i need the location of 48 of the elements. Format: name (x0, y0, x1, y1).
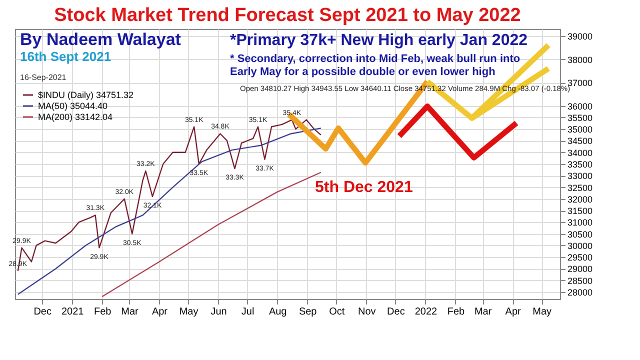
x-tick-label: Nov (358, 306, 376, 318)
chart-title: Stock Market Trend Forecast Sept 2021 to May 2022 (54, 5, 521, 26)
annotation: By Nadeem Walayat (20, 30, 182, 49)
y-tick-label: 34000 (568, 148, 593, 158)
x-tick-label: Aug (268, 306, 287, 318)
x-tick-label: Dec (387, 306, 405, 318)
x-tick-label: Apr (505, 306, 522, 318)
y-tick-label: 35000 (568, 124, 593, 135)
x-tick-label: 2022 (414, 306, 438, 318)
y-tick-label: 30500 (568, 229, 593, 240)
x-tick-label: Mar (474, 306, 492, 318)
x-tick-label: Feb (447, 306, 466, 318)
annotation: 5th Dec 2021 (315, 179, 413, 196)
y-tick-label: 29000 (568, 264, 593, 274)
y-tick-label: 37000 (568, 78, 593, 88)
y-tick-label: 31000 (568, 218, 593, 228)
x-tick-label: Sep (298, 306, 318, 318)
x-tick-label: May (179, 306, 198, 318)
y-tick-label: 29500 (568, 252, 593, 263)
x-tick-label: 2021 (61, 306, 84, 318)
y-tick-label: 30000 (568, 240, 593, 251)
y-tick-label: 39000 (568, 31, 593, 42)
y-tick-label: 35500 (568, 112, 593, 123)
annotation: 16-Sep-2021 (20, 73, 67, 82)
x-tick-label: Dec (34, 306, 52, 318)
annotation: * Secondary, correction into Mid Feb, weak bull run into Early May for a possible double or even lower high (230, 53, 520, 78)
y-tick-label: 36000 (568, 101, 593, 112)
y-tick-label: 33000 (568, 171, 593, 182)
annotation: 16th Sept 2021 (20, 49, 112, 64)
legend-label: MA(200) 33142.04 (38, 112, 113, 122)
y-tick-label: 32000 (568, 194, 593, 204)
x-tick-label: Apr (152, 306, 168, 318)
x-tick-label: May (532, 306, 552, 318)
y-tick-label: 28500 (568, 276, 593, 286)
y-tick-label: 28000 (568, 288, 593, 298)
y-tick-label: 32500 (568, 182, 593, 193)
x-tick-label: Mar (121, 306, 139, 318)
legend-label: $INDU (Daily) 34751.32 (38, 90, 134, 100)
x-tick-label: Jul (241, 306, 254, 318)
x-tick-label: Feb (94, 306, 112, 318)
y-tick-label: 33500 (568, 160, 593, 170)
x-tick-label: Jun (210, 306, 227, 318)
annotation: *Primary 37k+ New High early Jan 2022 (230, 32, 528, 49)
legend-label: MA(50) 35044.40 (38, 101, 108, 111)
y-tick-label: 34500 (568, 136, 593, 146)
y-tick-label: 31500 (568, 206, 593, 216)
y-tick-label: 38000 (568, 54, 593, 65)
x-tick-label: Oct (329, 306, 345, 318)
